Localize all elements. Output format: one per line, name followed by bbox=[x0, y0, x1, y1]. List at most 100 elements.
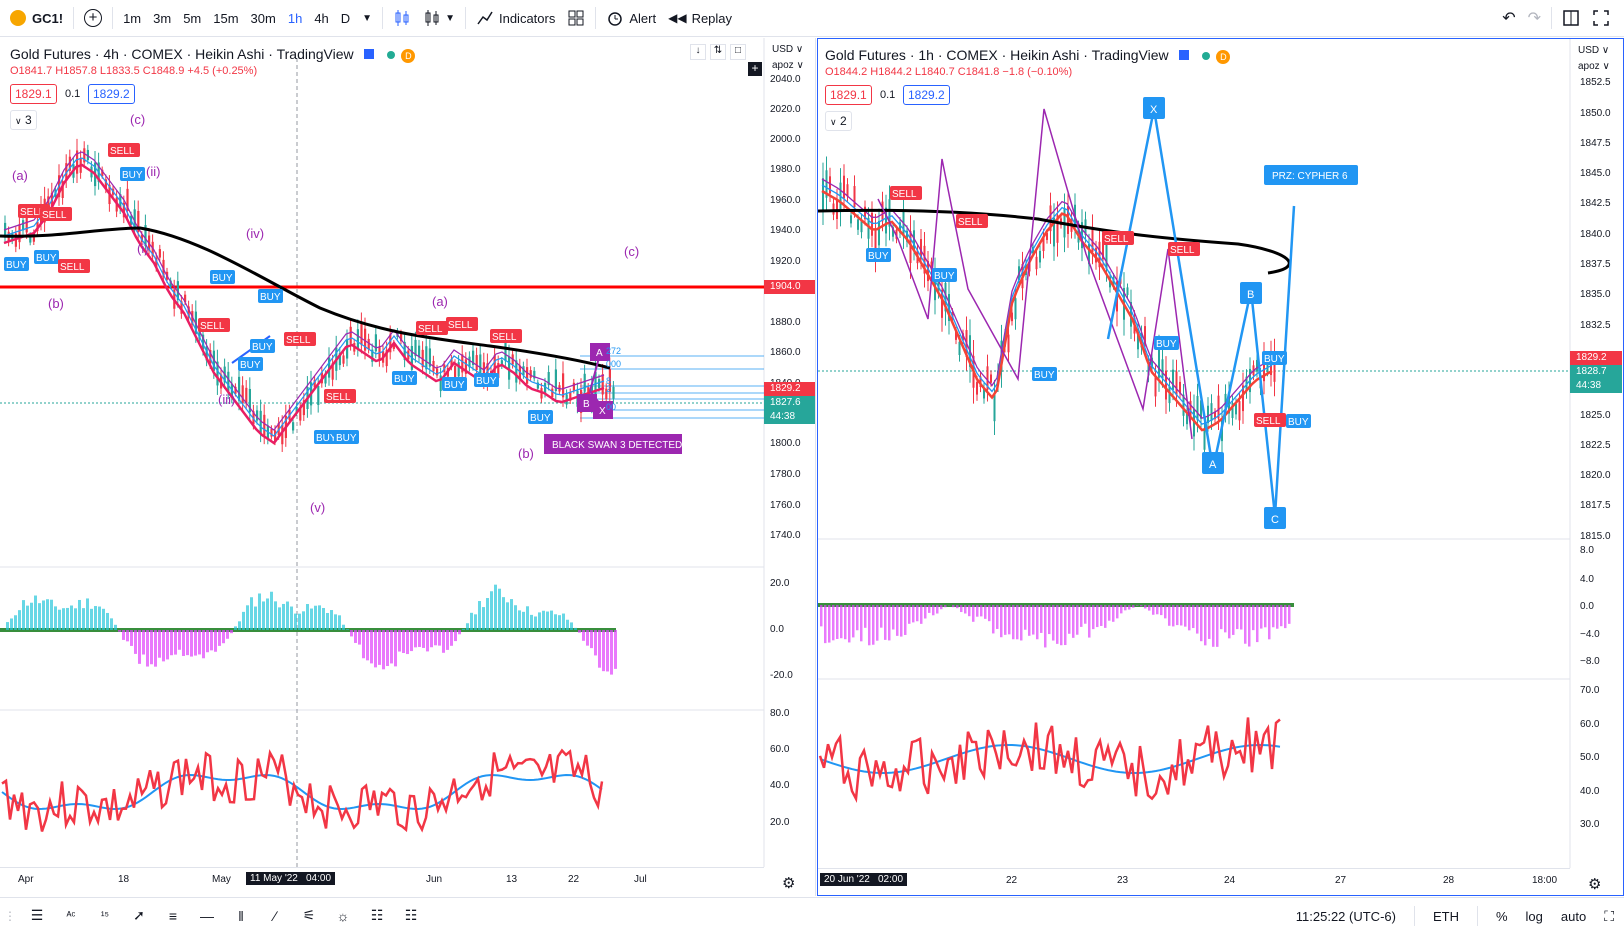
symbol-search[interactable]: GC1! bbox=[0, 0, 69, 37]
histogram-bar bbox=[602, 630, 605, 671]
price-tick: 1800.0 bbox=[770, 438, 801, 449]
add-symbol-button[interactable]: + bbox=[78, 0, 108, 37]
pattern-point-label: B bbox=[583, 399, 590, 410]
histogram-bar bbox=[166, 630, 169, 659]
timeframe-30m[interactable]: 30m bbox=[245, 11, 282, 26]
timeframe-1h[interactable]: 1h bbox=[282, 11, 308, 26]
tool-sliders[interactable]: ☷ bbox=[360, 898, 394, 934]
add-plus-icon[interactable]: + bbox=[748, 62, 762, 76]
right-currency-label[interactable]: USD ∨ bbox=[1578, 45, 1609, 56]
timeframe-dropdown[interactable]: ▼ bbox=[356, 0, 378, 37]
left-currency-label[interactable]: USD ∨ bbox=[772, 44, 803, 55]
wave-label: (c) bbox=[130, 112, 145, 127]
indicators-button[interactable]: Indicators bbox=[470, 0, 561, 37]
layout-button[interactable] bbox=[1556, 0, 1586, 37]
maximize-icon[interactable]: □ bbox=[730, 44, 746, 60]
histogram-bar bbox=[106, 613, 109, 630]
histogram-bar bbox=[442, 630, 445, 653]
templates-button[interactable] bbox=[561, 0, 591, 37]
histogram-bar bbox=[254, 607, 257, 630]
tool-line[interactable]: ∕ bbox=[258, 898, 292, 934]
clock-display[interactable]: 11:25:22 (UTC-6) bbox=[1296, 909, 1396, 924]
histogram-bar bbox=[968, 605, 971, 616]
tool-trend[interactable]: ➚ bbox=[122, 898, 156, 934]
alert-button[interactable]: Alert bbox=[600, 0, 662, 37]
rewind-icon: ◀◀ bbox=[668, 11, 686, 25]
tool-hline[interactable]: — bbox=[190, 898, 224, 934]
collapse-icon[interactable]: ⇅ bbox=[710, 44, 726, 60]
price-tick: 1832.5 bbox=[1580, 320, 1611, 331]
redo-button[interactable]: ↷ bbox=[1522, 0, 1547, 37]
percent-toggle[interactable]: % bbox=[1496, 909, 1508, 924]
timeframe-5m[interactable]: 5m bbox=[177, 11, 207, 26]
fullscreen-icon[interactable]: ⛶ bbox=[1604, 908, 1614, 925]
candle-body bbox=[602, 374, 604, 394]
scale-text: apoz bbox=[772, 60, 794, 71]
undo-button[interactable]: ↶ bbox=[1496, 0, 1521, 37]
histogram-bar bbox=[178, 630, 181, 650]
time-label: 02:00 bbox=[874, 873, 907, 886]
indicator-toggle[interactable]: ∨ 3 bbox=[10, 110, 37, 130]
left-chart-canvas[interactable]: (a)(b)(c)(i)(ii)(iii)(iv)(v)(c)(a)(b)SEL… bbox=[0, 38, 816, 896]
histogram-bar bbox=[1160, 605, 1163, 615]
histogram-bar bbox=[1020, 605, 1023, 640]
status-dot-icon bbox=[387, 51, 395, 59]
timeframe-4h[interactable]: 4h bbox=[308, 11, 334, 26]
tool-lines[interactable]: ☰ bbox=[20, 898, 54, 934]
histogram-bar bbox=[1032, 605, 1035, 635]
fib-label: 2 bbox=[606, 384, 611, 394]
settings-gear-icon[interactable]: ⚙ bbox=[782, 874, 795, 892]
arrow-down-icon[interactable]: ↓ bbox=[690, 44, 706, 60]
indicator-toggle[interactable]: ∨ 2 bbox=[825, 111, 852, 131]
left-scale-label[interactable]: apoz ∨ bbox=[772, 60, 804, 71]
price-tick: 1740.0 bbox=[770, 530, 801, 541]
tool-gann[interactable]: ☼ bbox=[326, 898, 360, 934]
timeframe-1m[interactable]: 1m bbox=[117, 11, 147, 26]
tool-pattern[interactable]: ⚟ bbox=[292, 898, 326, 934]
bar-type-button[interactable] bbox=[387, 0, 417, 37]
horizontal-line-icon: — bbox=[200, 908, 214, 924]
replay-button[interactable]: ◀◀ Replay bbox=[662, 0, 738, 37]
fullscreen-button[interactable] bbox=[1586, 0, 1624, 37]
tool-wave[interactable]: ¹⁵ bbox=[88, 898, 122, 934]
histogram-bar bbox=[876, 605, 879, 641]
histogram-bar bbox=[246, 605, 249, 630]
timeframe-15m[interactable]: 15m bbox=[207, 11, 244, 26]
osc-tick: 60.0 bbox=[1580, 719, 1599, 730]
candle-body bbox=[357, 329, 359, 349]
histogram-bar bbox=[46, 599, 49, 630]
signal-label: BUY bbox=[252, 342, 273, 353]
drag-handle-icon[interactable]: ⋮ bbox=[0, 909, 20, 923]
histogram-bar bbox=[462, 629, 465, 630]
tool-vlines[interactable]: ‖ bbox=[224, 898, 258, 934]
tool-filters[interactable]: ☷ bbox=[394, 898, 428, 934]
buy-price-box[interactable]: 1829.2 bbox=[903, 85, 950, 105]
osc-tick: 40.0 bbox=[1580, 786, 1599, 797]
fullscreen-icon bbox=[1592, 9, 1610, 27]
sell-price-box[interactable]: 1829.1 bbox=[825, 85, 872, 105]
sell-price-box[interactable]: 1829.1 bbox=[10, 84, 57, 104]
timeframe-D[interactable]: D bbox=[335, 11, 356, 26]
timeframe-3m[interactable]: 3m bbox=[147, 11, 177, 26]
left-chart-pane[interactable]: (a)(b)(c)(i)(ii)(iii)(iv)(v)(c)(a)(b)SEL… bbox=[0, 38, 816, 896]
tool-fib[interactable]: ≡ bbox=[156, 898, 190, 934]
histogram-bar bbox=[506, 602, 509, 630]
session-toggle[interactable]: ETH bbox=[1433, 909, 1459, 924]
log-toggle[interactable]: log bbox=[1526, 909, 1543, 924]
auto-toggle[interactable]: auto bbox=[1561, 909, 1586, 924]
price-tick: 1820.0 bbox=[1580, 470, 1611, 481]
tool-elliott[interactable]: ᴬᶜ bbox=[54, 898, 88, 934]
settings-gear-icon[interactable]: ⚙ bbox=[1588, 875, 1601, 893]
signal-label: BUY bbox=[1288, 417, 1309, 428]
flag-icon bbox=[364, 49, 374, 59]
histogram-bar bbox=[1092, 605, 1095, 629]
time-label: Jul bbox=[634, 874, 647, 885]
buy-price-box[interactable]: 1829.2 bbox=[88, 84, 135, 104]
right-scale-label[interactable]: apoz ∨ bbox=[1578, 61, 1610, 72]
wave-icon: ¹⁵ bbox=[101, 910, 109, 922]
chart-style-button[interactable]: ▼ bbox=[417, 0, 461, 37]
